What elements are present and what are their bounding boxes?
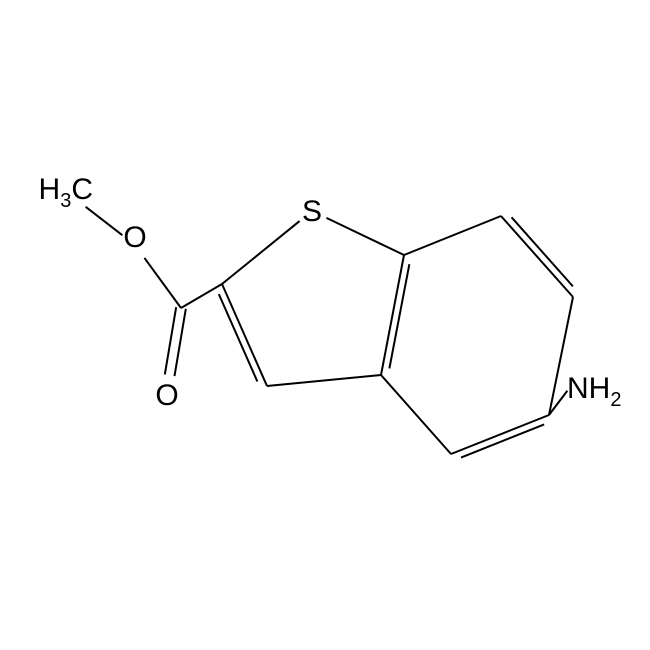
bonds-layer (86, 207, 573, 458)
O_carbonyl-label: O (155, 379, 178, 412)
O_ester-label: O (123, 221, 146, 254)
C_methyl-label: H3C (39, 173, 93, 212)
N-label: NH2 (567, 372, 621, 411)
labels-layer: S O O NH2 H3C (39, 173, 622, 412)
S-label: S (302, 195, 322, 228)
molecule-diagram: S O O NH2 H3C (0, 0, 650, 650)
